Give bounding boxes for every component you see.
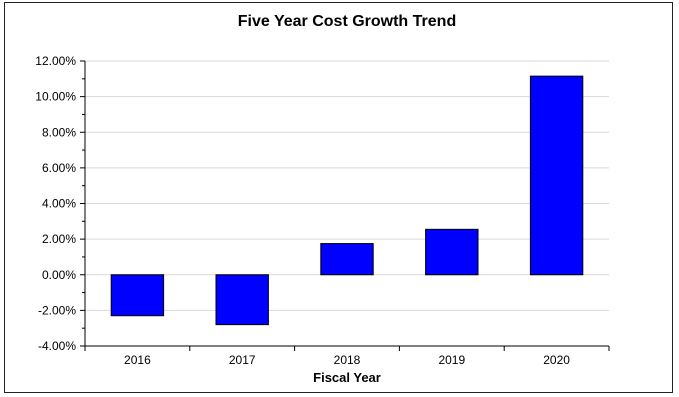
y-tick-label: 10.00%	[35, 90, 76, 104]
bar-2018	[320, 243, 374, 276]
y-tick-label: -2.00%	[38, 303, 76, 317]
y-tick-label: 2.00%	[42, 232, 76, 246]
x-tick-label: 2020	[543, 353, 570, 367]
bar-2020	[529, 75, 584, 276]
y-tick-label: 0.00%	[42, 268, 76, 282]
y-tick-label: 4.00%	[42, 197, 76, 211]
x-tick-label: 2016	[124, 353, 151, 367]
chart-title: Five Year Cost Growth Trend	[238, 13, 456, 30]
bar-2017	[215, 274, 269, 326]
x-tick-label: 2018	[334, 353, 361, 367]
x-axis-title: Fiscal Year	[313, 370, 381, 385]
x-tick-label: 2019	[438, 353, 465, 367]
y-tick-label: -4.00%	[38, 339, 76, 353]
y-tick-label: 8.00%	[42, 125, 76, 139]
x-tick-label: 2017	[229, 353, 256, 367]
y-axis-ticks: 12.00% 10.00% 8.00% 6.00% 4.00% 2.00% 0.00% -2.…	[35, 54, 85, 353]
y-tick-label: 12.00%	[35, 54, 76, 68]
y-tick-label: 6.00%	[42, 161, 76, 175]
bars	[110, 75, 584, 326]
bar-2019	[425, 228, 479, 276]
bar-2016	[110, 274, 165, 317]
x-axis-ticks: 2016 2017 2018 2019 2020	[84, 346, 610, 367]
